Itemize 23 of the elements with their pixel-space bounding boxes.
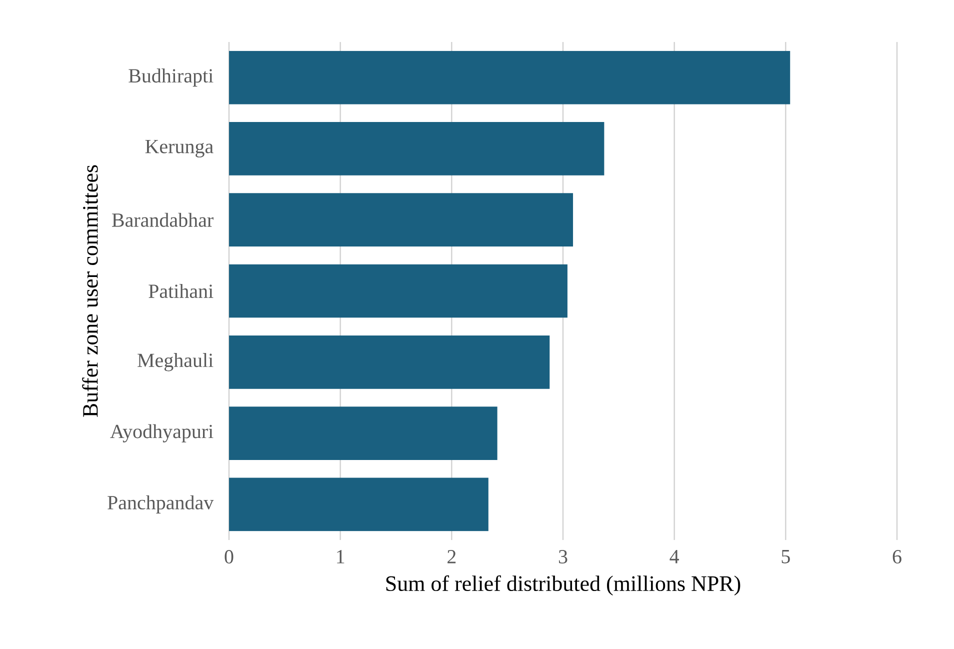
x-tick-label: 6 [892, 550, 902, 564]
bar [229, 122, 604, 176]
x-tick-label: 4 [670, 550, 680, 564]
y-tick-label: Patihani [148, 284, 214, 298]
bar [229, 50, 790, 104]
bar [229, 478, 488, 532]
y-tick-label: Budhirapti [128, 68, 214, 87]
x-axis-title: Sum of relief distributed (millions NPR) [386, 575, 740, 596]
bar [229, 264, 568, 318]
x-tick-label: 1 [337, 550, 344, 564]
y-tick-label: Barandabhar [112, 212, 214, 227]
bar [229, 193, 574, 247]
bar [229, 335, 550, 389]
y-tick-label: Panchpandav [108, 495, 214, 514]
y-tick-label: Ayodhyapuri [110, 424, 214, 442]
x-tick-label: 3 [558, 550, 568, 564]
x-tick-label: 2 [448, 550, 456, 564]
bar [229, 406, 498, 460]
y-axis-title: Buffer zone user committees [82, 165, 98, 417]
x-tick-label: 5 [782, 550, 790, 564]
x-tick-label: 0 [224, 550, 234, 564]
y-tick-label: Kerunga [145, 140, 214, 158]
y-tick-label: Meghauli [138, 353, 214, 372]
